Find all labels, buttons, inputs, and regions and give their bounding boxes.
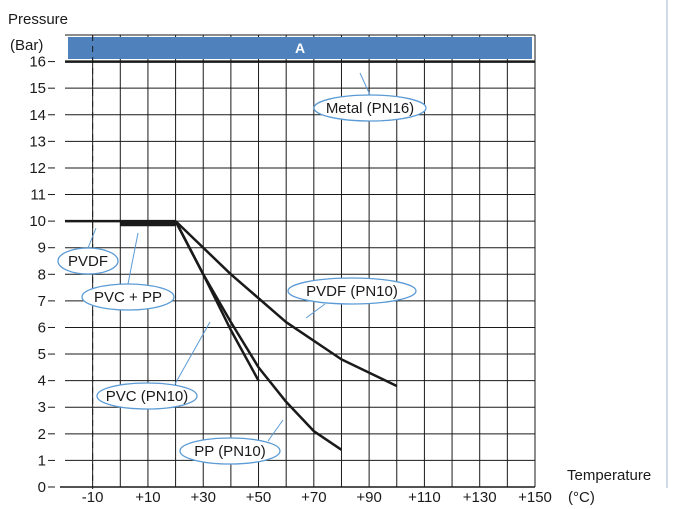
x-axis-title-line2: (°C) [568,489,595,506]
x-tick-label: -10 [82,489,104,506]
x-tick-label: +10 [135,489,160,506]
y-axis-title-line1: Pressure [8,11,68,28]
grid [65,34,536,487]
callout-leader [87,227,97,249]
y-tick-label: 8 [38,266,46,283]
y-tick-label: 2 [38,426,46,443]
callouts: Metal (PN16) PVDF PVC + PP PVDF (PN10) PVC (… [57,72,427,465]
y-tick-label: 13 [29,133,46,150]
band-a-label: A [295,40,305,56]
callout-leader [174,321,211,385]
x-tick-label: +130 [463,489,497,506]
x-tick-label: +30 [191,489,216,506]
x-tick-label: +150 [518,489,552,506]
callout-bubble [179,437,281,465]
y-tick-label: 5 [38,346,46,363]
y-axis-title-line2: (Bar) [10,37,43,54]
x-tick-label: +50 [246,489,271,506]
y-tick-label: 3 [38,399,46,416]
callout-bubble [57,247,119,275]
series-line [174,220,398,388]
callout-leader [127,232,139,285]
callout-bubble [81,283,175,311]
y-tick-label: 15 [29,80,46,97]
x-axis-title-line1: Temperature [567,467,651,484]
callout-label: Metal (PN16) [326,100,414,117]
band: A [68,37,532,59]
band-a [68,37,532,59]
y-tick-label: 10 [29,213,46,230]
y-tick-label: 9 [38,240,46,257]
callout-leader [305,303,326,319]
y-tick-label: 14 [29,107,46,124]
axes [48,0,668,489]
x-tick-label: +70 [301,489,326,506]
y-tick-label: 6 [38,319,46,336]
callout-leader [267,419,284,442]
y-tick-label: 1 [38,452,46,469]
x-tick-label: +90 [356,489,381,506]
series-line [174,220,343,451]
callout-leader [359,72,371,96]
y-tick-label: 12 [29,160,46,177]
callout-bubble [287,277,417,305]
callout-label: PVC + PP [94,289,162,306]
series-lines [65,60,535,451]
y-tick-label: 11 [30,187,46,204]
callout-label: PVDF [68,253,108,270]
callout-label: PVDF (PN10) [306,283,398,300]
callout-bubble [313,94,427,122]
y-tick-label: 0 [38,479,46,496]
y-tick-label: 4 [38,373,46,390]
y-tick-label: 16 [29,54,46,71]
callout-bubble [96,382,198,410]
callout-label: PP (PN10) [194,443,265,460]
y-tick-label: 7 [38,293,46,310]
x-tick-label: +110 [408,489,441,506]
callout-label: PVC (PN10) [106,388,189,405]
